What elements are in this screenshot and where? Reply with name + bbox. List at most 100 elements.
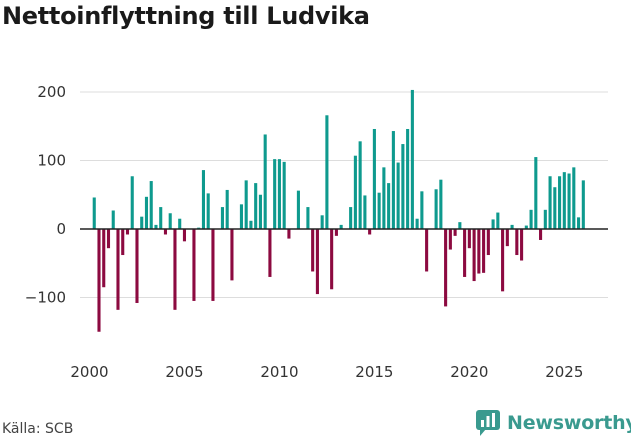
bar (220, 207, 224, 229)
bar (192, 229, 196, 301)
bar (553, 187, 557, 230)
bar (529, 209, 533, 229)
bars (92, 89, 585, 332)
bar (102, 229, 106, 288)
bar (140, 216, 144, 229)
bar (477, 229, 481, 274)
x-tick-label: 2005 (165, 363, 203, 381)
bar (249, 220, 253, 229)
brand-name: Newsworthy (507, 412, 631, 434)
bar (320, 215, 324, 229)
bar (401, 144, 405, 229)
x-axis-ticks: 2000 2005 2010 2015 2020 2025 (70, 363, 583, 381)
bar (121, 229, 125, 256)
bar (111, 210, 115, 229)
bar (382, 167, 386, 229)
bar (482, 229, 486, 273)
bar (159, 207, 163, 229)
bar (486, 229, 490, 256)
grid-lines (80, 91, 608, 298)
bar (282, 161, 286, 229)
bar (539, 229, 543, 240)
bar (491, 219, 495, 229)
bar (325, 115, 329, 229)
bar (425, 229, 429, 272)
bar (106, 229, 111, 249)
bar (558, 176, 562, 229)
bar (562, 172, 566, 229)
bar (339, 224, 343, 229)
bar (311, 229, 315, 272)
bar (410, 89, 414, 229)
bar (244, 180, 248, 230)
bar (135, 229, 139, 303)
bar (396, 162, 400, 230)
bar (130, 176, 134, 229)
source-label: Källa: SCB (2, 421, 74, 437)
bar (144, 196, 149, 230)
bar (368, 229, 372, 235)
bar (178, 218, 182, 229)
bar (420, 191, 424, 229)
bar (448, 229, 452, 250)
y-tick-label: 100 (37, 152, 66, 170)
bar (268, 229, 272, 277)
newsworthy-logo[interactable]: Newsworthy (476, 408, 631, 438)
bar (444, 229, 448, 307)
bar (543, 209, 547, 229)
chart-title: Nettoinflyttning till Ludvika (2, 2, 370, 30)
bar (182, 229, 187, 242)
bar (168, 213, 172, 230)
bar (548, 176, 552, 229)
chart-bubble-icon (476, 410, 500, 436)
bar (463, 229, 467, 277)
bar (97, 229, 101, 332)
bar (173, 229, 177, 310)
x-tick-label: 2010 (260, 363, 298, 381)
y-tick-label: 0 (56, 220, 66, 238)
bar (225, 189, 229, 229)
bar (263, 134, 267, 229)
bar (154, 224, 158, 229)
bar (206, 193, 210, 229)
bar (534, 157, 538, 229)
bar (296, 190, 300, 229)
bar (572, 167, 576, 229)
bar (372, 128, 376, 229)
bar (458, 222, 462, 229)
bar (391, 131, 395, 229)
bar (211, 229, 215, 301)
bar (349, 207, 353, 229)
bar (434, 189, 438, 229)
bar (510, 224, 514, 229)
bar (567, 173, 571, 229)
bar (116, 229, 120, 310)
bar (315, 229, 319, 295)
bar (496, 212, 500, 229)
bar (163, 229, 168, 235)
bar (125, 229, 130, 235)
bar (467, 229, 471, 249)
bar (330, 229, 334, 290)
bar (306, 207, 310, 229)
y-axis-ticks: 200 100 0 −100 (25, 83, 66, 307)
bar (415, 218, 419, 229)
x-tick-label: 2015 (355, 363, 393, 381)
bar (501, 229, 505, 292)
y-tick-label: 200 (37, 83, 66, 101)
bar (201, 170, 205, 229)
x-tick-label: 2020 (450, 363, 488, 381)
bar (472, 229, 476, 282)
bar (273, 159, 277, 229)
bar (363, 195, 367, 230)
bar (353, 155, 357, 229)
bar (230, 229, 234, 281)
bar (277, 159, 281, 229)
bar (505, 229, 509, 247)
bar (149, 181, 153, 229)
bar (387, 183, 391, 229)
bar (239, 204, 243, 229)
bar (439, 179, 443, 229)
bar (520, 229, 524, 261)
bar (334, 229, 338, 236)
